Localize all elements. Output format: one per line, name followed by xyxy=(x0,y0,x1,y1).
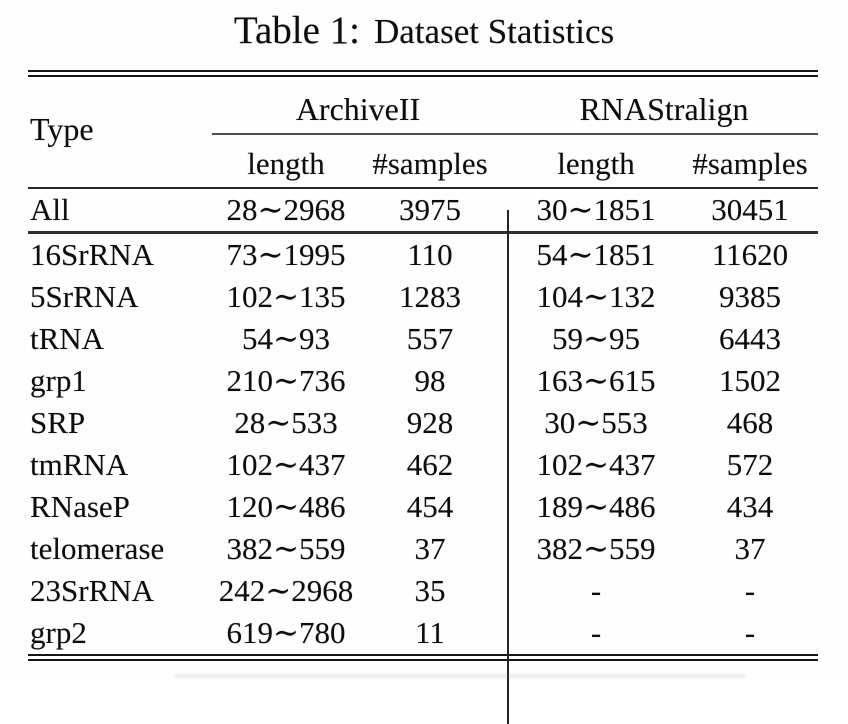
cell-rnastralign-samples: - xyxy=(744,615,756,650)
column-header-archiveii-length: length xyxy=(247,146,325,181)
header-separator-rule xyxy=(28,187,818,189)
cell-rnastralign-samples: 1502 xyxy=(719,363,781,398)
cell-archiveii-samples: 11 xyxy=(415,615,445,650)
cell-archiveii-samples: 557 xyxy=(406,321,454,356)
table-caption-text: Dataset Statistics xyxy=(374,12,615,51)
cell-type: tRNA xyxy=(30,321,105,356)
cell-archiveii-samples: 3975 xyxy=(399,192,461,227)
table-top-rule xyxy=(28,70,818,77)
page-cutoff-artifact xyxy=(175,674,745,678)
cell-type: grp1 xyxy=(30,363,87,398)
column-divider-line xyxy=(507,210,509,724)
cell-rnastralign-samples: 468 xyxy=(726,405,774,440)
cell-rnastralign-length: 30∼1851 xyxy=(536,192,656,227)
cell-rnastralign-samples: - xyxy=(744,573,756,608)
paper-page: Table 1: Dataset Statistics Type ArchiveI… xyxy=(28,8,820,724)
cell-rnastralign-length: 382∼559 xyxy=(536,531,656,566)
table-caption-label: Table 1: xyxy=(233,9,361,52)
cell-type: RNaseP xyxy=(30,489,130,524)
cell-archiveii-length: 210∼736 xyxy=(226,363,346,398)
table-caption: Table 1: Dataset Statistics xyxy=(28,8,820,53)
column-group-rnastralign: RNAStralign xyxy=(579,90,749,127)
cell-rnastralign-samples: 37 xyxy=(734,531,766,566)
table-bottom-rule xyxy=(28,654,818,661)
cell-rnastralign-samples: 30451 xyxy=(711,192,789,227)
cell-rnastralign-samples: 6443 xyxy=(719,321,781,356)
cell-archiveii-samples: 35 xyxy=(414,573,446,608)
table-row: 5SrRNA 102∼135 1283 104∼132 9385 xyxy=(28,276,818,318)
table-row: 16SrRNA 73∼1995 110 54∼1851 11620 xyxy=(28,234,818,276)
cell-type: SRP xyxy=(30,405,86,440)
cell-rnastralign-samples: 434 xyxy=(726,489,774,524)
cell-type: tmRNA xyxy=(30,447,129,482)
table-row: 23SrRNA 242∼2968 35 - - xyxy=(28,570,818,612)
cell-archiveii-length: 28∼2968 xyxy=(226,192,346,227)
table-row: grp2 619∼780 11 - - xyxy=(28,612,818,654)
cell-type: 23SrRNA xyxy=(30,573,155,608)
cell-archiveii-length: 619∼780 xyxy=(226,615,346,650)
cell-archiveii-length: 102∼437 xyxy=(226,447,346,482)
group-header-row: ArchiveII RNAStralign xyxy=(28,77,818,133)
cell-rnastralign-length: 189∼486 xyxy=(536,489,656,524)
cell-type: telomerase xyxy=(30,531,165,566)
cell-rnastralign-length: 30∼553 xyxy=(544,405,648,440)
cell-rnastralign-samples: 572 xyxy=(726,447,774,482)
cell-archiveii-length: 120∼486 xyxy=(226,489,346,524)
cell-rnastralign-length: - xyxy=(590,615,602,650)
cell-archiveii-samples: 928 xyxy=(406,405,454,440)
table-row: RNaseP 120∼486 454 189∼486 434 xyxy=(28,486,818,528)
cell-archiveii-length: 28∼533 xyxy=(234,405,338,440)
table-header: Type ArchiveII RNAStralign length #sampl… xyxy=(28,77,818,187)
cell-type: All xyxy=(30,192,70,227)
table-row: grp1 210∼736 98 163∼615 1502 xyxy=(28,360,818,402)
cell-type: 5SrRNA xyxy=(30,279,139,314)
cell-archiveii-length: 242∼2968 xyxy=(218,573,354,608)
table-row: All 28∼2968 3975 30∼1851 30451 xyxy=(28,189,818,231)
cell-rnastralign-samples: 9385 xyxy=(719,279,781,314)
cell-rnastralign-length: - xyxy=(590,573,602,608)
column-header-archiveii-samples: #samples xyxy=(372,146,488,181)
column-header-rnastralign-samples: #samples xyxy=(692,146,808,181)
dataset-statistics-table: Type ArchiveII RNAStralign length #sampl… xyxy=(28,70,818,724)
group-header-underline xyxy=(212,133,818,135)
column-header-rnastralign-length: length xyxy=(557,146,635,181)
cell-archiveii-length: 54∼93 xyxy=(242,321,330,356)
cell-rnastralign-length: 104∼132 xyxy=(536,279,656,314)
cell-archiveii-length: 73∼1995 xyxy=(226,237,346,272)
cell-archiveii-length: 382∼559 xyxy=(226,531,346,566)
cell-archiveii-samples: 110 xyxy=(407,237,453,272)
cell-rnastralign-samples: 11620 xyxy=(711,237,789,272)
cell-type: 16SrRNA xyxy=(30,237,155,272)
sub-header-row: length #samples length #samples xyxy=(28,135,818,187)
table-row: telomerase 382∼559 37 382∼559 37 xyxy=(28,528,818,570)
cell-archiveii-samples: 98 xyxy=(414,363,446,398)
table-row: SRP 28∼533 928 30∼553 468 xyxy=(28,402,818,444)
cell-type: grp2 xyxy=(30,615,87,650)
cell-rnastralign-length: 102∼437 xyxy=(536,447,656,482)
cell-rnastralign-length: 54∼1851 xyxy=(536,237,656,272)
table-row: tRNA 54∼93 557 59∼95 6443 xyxy=(28,318,818,360)
cell-archiveii-length: 102∼135 xyxy=(226,279,346,314)
table-row: tmRNA 102∼437 462 102∼437 572 xyxy=(28,444,818,486)
column-header-type: Type xyxy=(30,110,94,147)
cell-archiveii-samples: 37 xyxy=(414,531,446,566)
all-row-separator-rule xyxy=(28,231,818,234)
cell-archiveii-samples: 454 xyxy=(406,489,454,524)
cell-archiveii-samples: 462 xyxy=(406,447,454,482)
cell-archiveii-samples: 1283 xyxy=(399,279,461,314)
column-group-archiveii: ArchiveII xyxy=(295,90,421,127)
cell-rnastralign-length: 163∼615 xyxy=(536,363,656,398)
cell-rnastralign-length: 59∼95 xyxy=(552,321,640,356)
